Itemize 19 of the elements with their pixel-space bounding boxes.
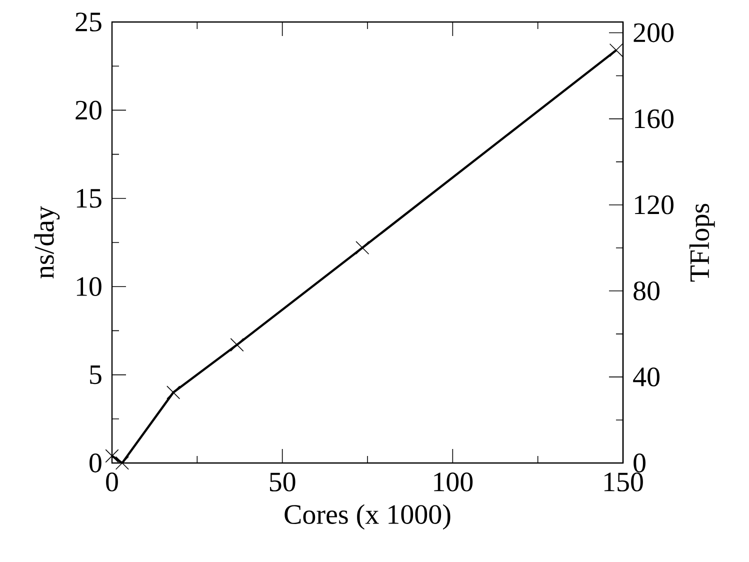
y2-tick-label: 40 — [633, 368, 660, 386]
x-tick-label: 100 — [434, 472, 473, 492]
y-tick-label: 15 — [76, 189, 102, 208]
y-tick-label: 25 — [76, 12, 102, 32]
y2-tick-label: 120 — [635, 195, 674, 214]
y-axis-title: ns/day — [34, 206, 60, 278]
y-tick-label: 10 — [76, 277, 102, 296]
x-tick-label: 150 — [604, 472, 643, 492]
x-axis-title: Cores (x 1000) — [284, 504, 450, 530]
y2-tick-label: 160 — [635, 109, 674, 128]
y-tick-label: 5 — [90, 366, 102, 384]
x-tick-label: 0 — [106, 472, 118, 492]
y2-tick-label: 0 — [634, 454, 646, 472]
y-tick-label: 20 — [76, 100, 102, 120]
y2-tick-label: 80 — [634, 281, 660, 300]
x-tick-label: 50 — [270, 472, 296, 492]
y2-tick-label: 200 — [634, 23, 674, 42]
y-tick-label: 0 — [90, 454, 102, 472]
y2-axis-title: TFlops — [689, 204, 715, 282]
